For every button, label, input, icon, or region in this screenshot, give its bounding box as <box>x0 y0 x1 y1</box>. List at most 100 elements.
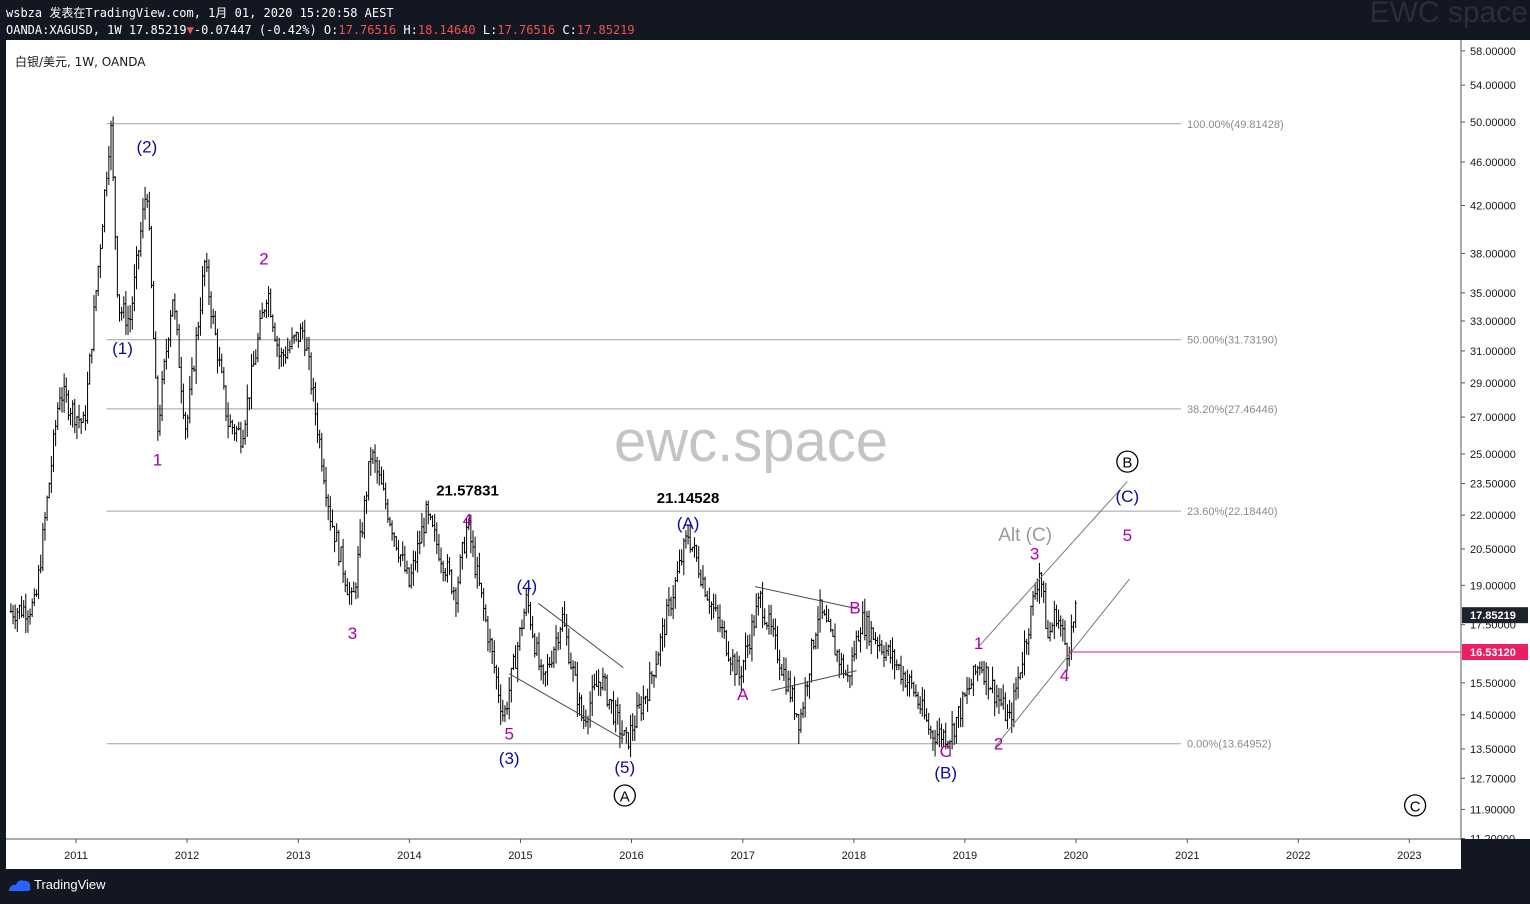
change-arrow: ▼ <box>186 23 194 37</box>
y-tick-label: 27.00000 <box>1470 412 1516 424</box>
fibonacci-levels: 100.00%(49.81428) 50.00%(31.73190) 38.20%(… <box>106 119 1284 751</box>
y-tick-label: 29.00000 <box>1470 378 1516 390</box>
wave-label: 4 <box>463 511 472 530</box>
y-tick-label: 25.00000 <box>1470 449 1516 461</box>
y-tick-label: 38.00000 <box>1470 248 1516 260</box>
channel-line <box>754 586 857 610</box>
y-tick-label: 31.00000 <box>1470 346 1516 358</box>
wave-circle <box>1116 450 1139 473</box>
high-value: 18.14640 <box>417 23 476 37</box>
y-axis-ticks: 58.00000 54.00000 50.00000 46.00000 42.00000… <box>1461 46 1516 845</box>
price-tag-label: 16.53120 <box>1470 647 1516 659</box>
x-tick-label: 2013 <box>286 850 310 862</box>
x-tick-label: 2019 <box>953 850 977 862</box>
y-tick-label: 50.00000 <box>1470 117 1516 129</box>
footer-bar <box>0 869 1530 904</box>
wave-label: 5 <box>1123 526 1132 545</box>
channel-line <box>771 670 857 692</box>
fib-label: 0.00%(13.64952) <box>1187 739 1271 751</box>
fib-label: 38.20%(27.46446) <box>1187 404 1278 416</box>
y-tick-label: 54.00000 <box>1470 80 1516 92</box>
plot-area[interactable] <box>6 40 1461 839</box>
wave-circle <box>613 784 636 807</box>
wave-label: B <box>849 598 860 617</box>
price-tag-label: 17.85219 <box>1470 610 1516 622</box>
wave-label: B <box>1122 455 1132 472</box>
ohlc-summary: OANDA:XAGUSD, 1W 17.85219▼-0.07447 (-0.4… <box>6 23 635 37</box>
change-value: -0.07447 (-0.42%) <box>193 23 317 37</box>
open-label: O: <box>323 23 339 37</box>
channel-line <box>979 481 1128 647</box>
price-tags: 17.85219 16.53120 <box>1462 607 1528 661</box>
wave-label: A <box>737 685 749 704</box>
tradingview-brand: TradingView <box>34 877 106 892</box>
y-tick-label: 20.50000 <box>1470 544 1516 556</box>
channel-line <box>538 602 624 669</box>
y-tick-label: 11.90000 <box>1470 804 1515 816</box>
low-label: L: <box>482 23 498 37</box>
wave-label: 2 <box>259 249 268 268</box>
wave-label: 4 <box>1060 666 1069 685</box>
wave-label: (3) <box>499 749 520 768</box>
price-axis[interactable] <box>1461 40 1530 839</box>
price-tag-bg <box>1462 607 1528 624</box>
wave-label: (A) <box>677 514 700 533</box>
wave-label: (C) <box>1116 487 1140 506</box>
y-tick-label: 19.00000 <box>1470 580 1516 592</box>
wave-label: C <box>1410 798 1421 815</box>
wave-circle <box>1403 794 1427 817</box>
y-tick-label: 58.00000 <box>1470 46 1516 58</box>
open-value: 17.76516 <box>338 23 397 37</box>
x-tick-label: 2023 <box>1397 850 1421 862</box>
wave-labels: (2) (1) 1 2 3 21.57831 4 5 (3) (4) (5) A 21.14528 (A)… <box>112 138 1427 817</box>
x-tick-label: 2016 <box>619 850 643 862</box>
low-value: 17.76516 <box>497 23 556 37</box>
wave-label: 21.14528 <box>657 490 720 507</box>
x-tick-label: 2017 <box>731 850 755 862</box>
channel-line <box>994 578 1130 748</box>
wave-label: 1 <box>974 634 983 653</box>
x-tick-label: 2018 <box>842 850 866 862</box>
wave-label: 2 <box>994 735 1003 754</box>
y-tick-label: 12.70000 <box>1470 773 1516 785</box>
y-tick-label: 23.50000 <box>1470 479 1516 491</box>
y-tick-label: 46.00000 <box>1470 157 1516 169</box>
time-axis[interactable] <box>6 839 1461 869</box>
x-tick-label: 2022 <box>1286 850 1310 862</box>
candles <box>9 116 1077 758</box>
y-tick-label: 35.00000 <box>1470 288 1516 300</box>
x-tick-label: 2014 <box>397 850 421 862</box>
wave-label: 5 <box>504 724 513 743</box>
wave-label: A <box>620 789 630 806</box>
x-axis-ticks: 2011 2012 2013 2014 2015 2016 2017 2018 2019 2020… <box>64 839 1422 862</box>
fib-label: 23.60%(22.18440) <box>1187 506 1278 518</box>
wave-label: (4) <box>516 576 537 595</box>
x-tick-label: 2012 <box>175 850 199 862</box>
wave-label: 21.57831 <box>436 483 499 500</box>
wave-label: (5) <box>614 758 635 777</box>
wave-label: (2) <box>136 138 157 157</box>
high-label: H: <box>403 23 418 37</box>
wave-label: Alt (C) <box>998 525 1052 546</box>
close-value: 17.85219 <box>576 23 635 37</box>
fib-label: 100.00%(49.81428) <box>1187 119 1284 131</box>
ewc-brand-watermark: EWC space <box>1369 0 1528 29</box>
channel-line <box>508 673 624 740</box>
price-chart[interactable]: ewc.space 白银/美元, 1W, OANDA 100.00%(49.81… <box>0 40 1530 869</box>
y-tick-label: 13.50000 <box>1470 744 1516 756</box>
wave-label: 3 <box>348 624 357 643</box>
publish-info: wsbza 发表在TradingView.com, 1月 01, 2020 15… <box>6 6 394 20</box>
y-tick-label: 22.00000 <box>1470 510 1516 522</box>
wave-label: C <box>940 742 952 761</box>
wave-label: 3 <box>1030 545 1039 564</box>
chart-title: 白银/美元, 1W, OANDA <box>15 54 146 69</box>
fib-label: 50.00%(31.73190) <box>1187 335 1278 347</box>
watermark-text: ewc.space <box>614 409 888 474</box>
wave-label: 1 <box>153 451 162 470</box>
x-tick-label: 2015 <box>508 850 532 862</box>
close-label: C: <box>562 23 577 37</box>
wave-label: (1) <box>112 339 133 358</box>
y-tick-label: 14.50000 <box>1470 710 1516 722</box>
x-tick-label: 2011 <box>64 850 88 862</box>
